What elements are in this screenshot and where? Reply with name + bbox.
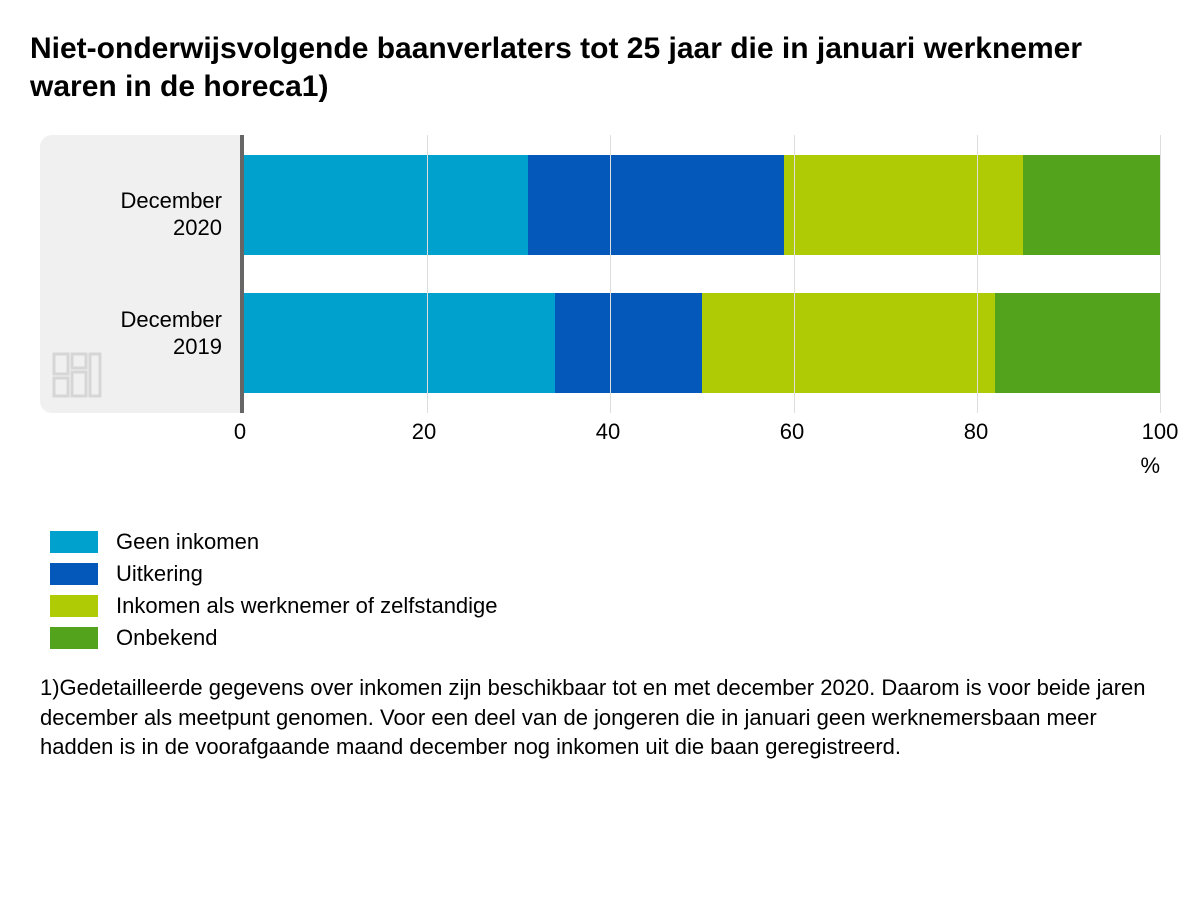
gridline — [1160, 135, 1161, 413]
bar-segment — [555, 293, 702, 393]
y-label-1-line1: December — [121, 307, 222, 332]
bar-segment — [244, 155, 528, 255]
bar-segment — [1023, 155, 1160, 255]
y-axis-panel: December 2020 December 2019 — [40, 135, 240, 413]
legend-label: Inkomen als werknemer of zelfstandige — [116, 593, 498, 619]
legend-item: Onbekend — [50, 625, 1160, 651]
y-label-0-line1: December — [121, 188, 222, 213]
legend-item: Inkomen als werknemer of zelfstandige — [50, 593, 1160, 619]
legend-label: Onbekend — [116, 625, 218, 651]
legend-label: Geen inkomen — [116, 529, 259, 555]
legend-swatch — [50, 563, 98, 585]
x-axis: 020406080100 — [240, 413, 1160, 443]
y-label-1-line2: 2019 — [173, 334, 222, 359]
x-tick: 0 — [234, 419, 246, 445]
x-tick: 20 — [412, 419, 436, 445]
bars-column — [240, 135, 1160, 413]
bar-segment — [995, 293, 1160, 393]
bar-segment — [528, 155, 784, 255]
footnote: 1)Gedetailleerde gegevens over inkomen z… — [40, 673, 1160, 762]
y-label-0-line2: 2020 — [173, 215, 222, 240]
x-tick: 40 — [596, 419, 620, 445]
x-tick: 80 — [964, 419, 988, 445]
legend-item: Uitkering — [50, 561, 1160, 587]
cbs-logo-icon — [52, 352, 102, 403]
legend-swatch — [50, 627, 98, 649]
legend-swatch — [50, 595, 98, 617]
legend-label: Uitkering — [116, 561, 203, 587]
x-axis-unit: % — [20, 453, 1160, 479]
x-tick: 60 — [780, 419, 804, 445]
legend-item: Geen inkomen — [50, 529, 1160, 555]
bar-segment — [244, 293, 555, 393]
bar-segment — [784, 155, 1022, 255]
x-tick: 100 — [1142, 419, 1179, 445]
bar-row-1 — [244, 293, 1160, 393]
bar-segment — [702, 293, 995, 393]
y-label-0: December 2020 — [40, 188, 222, 241]
bar-row-0 — [244, 155, 1160, 255]
chart-area: December 2020 December 2019 — [20, 135, 1160, 479]
chart-title: Niet-onderwijsvolgende baanverlaters tot… — [20, 30, 1160, 105]
legend-swatch — [50, 531, 98, 553]
legend: Geen inkomen Uitkering Inkomen als werknem… — [50, 529, 1160, 651]
